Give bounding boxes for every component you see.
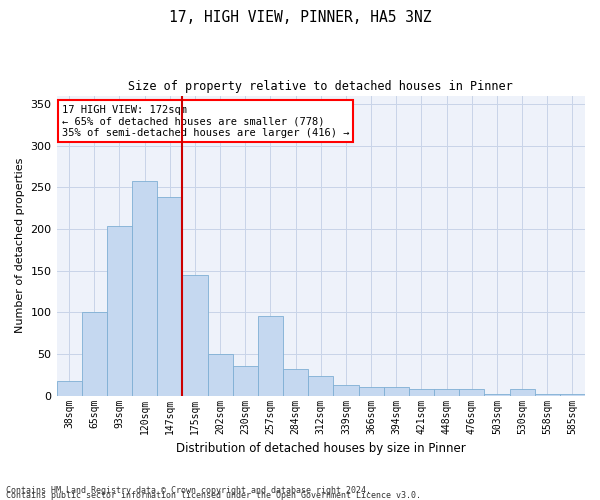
Bar: [560, 394, 585, 396]
Bar: [107, 226, 132, 396]
Title: Size of property relative to detached houses in Pinner: Size of property relative to detached ho…: [128, 80, 513, 93]
Text: Contains public sector information licensed under the Open Government Licence v3: Contains public sector information licen…: [6, 491, 421, 500]
Bar: [359, 388, 383, 396]
Bar: [334, 385, 359, 396]
Bar: [308, 376, 334, 396]
Bar: [258, 316, 283, 396]
Bar: [535, 394, 560, 396]
Text: 17 HIGH VIEW: 172sqm
← 65% of detached houses are smaller (778)
35% of semi-deta: 17 HIGH VIEW: 172sqm ← 65% of detached h…: [62, 104, 349, 138]
Bar: [182, 275, 208, 396]
Bar: [233, 366, 258, 396]
Bar: [434, 389, 459, 396]
Bar: [509, 389, 535, 396]
Y-axis label: Number of detached properties: Number of detached properties: [15, 158, 25, 334]
Bar: [459, 389, 484, 396]
Bar: [283, 369, 308, 396]
Text: 17, HIGH VIEW, PINNER, HA5 3NZ: 17, HIGH VIEW, PINNER, HA5 3NZ: [169, 10, 431, 25]
Bar: [56, 380, 82, 396]
Bar: [132, 182, 157, 396]
Bar: [208, 354, 233, 396]
Text: Contains HM Land Registry data © Crown copyright and database right 2024.: Contains HM Land Registry data © Crown c…: [6, 486, 371, 495]
Bar: [82, 312, 107, 396]
Bar: [484, 394, 509, 396]
Bar: [383, 388, 409, 396]
Bar: [409, 389, 434, 396]
X-axis label: Distribution of detached houses by size in Pinner: Distribution of detached houses by size …: [176, 442, 466, 455]
Bar: [157, 198, 182, 396]
